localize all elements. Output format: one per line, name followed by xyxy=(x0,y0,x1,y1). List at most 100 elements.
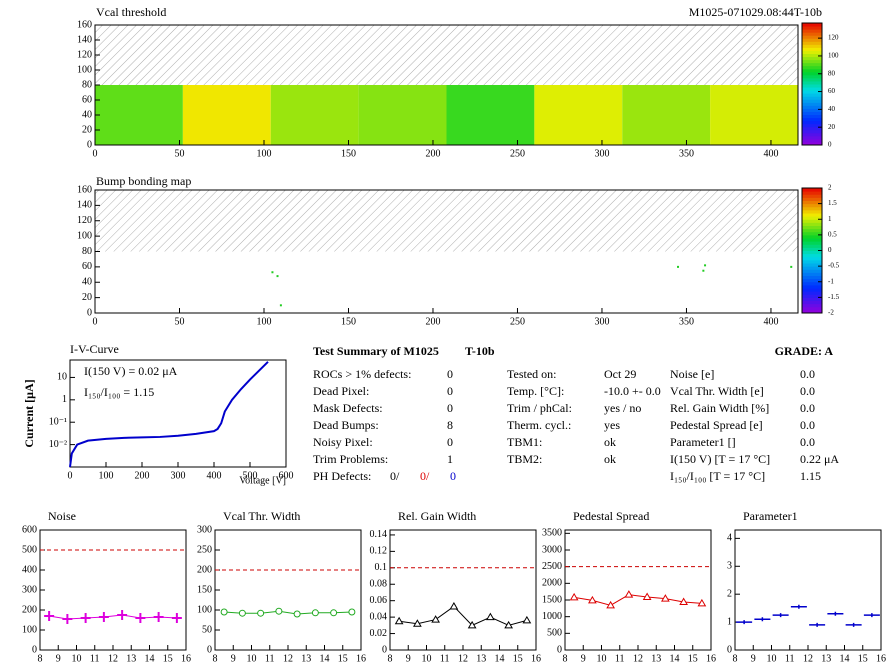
marker xyxy=(790,604,807,609)
marker xyxy=(827,611,844,616)
marker xyxy=(311,609,319,617)
x-tick-label: 400 xyxy=(763,316,778,327)
color-bar-step xyxy=(802,272,822,276)
color-bar-step xyxy=(802,300,822,305)
color-bar-step xyxy=(802,53,822,58)
plot-frame xyxy=(734,529,882,651)
x-tick-label: 200 xyxy=(135,470,150,481)
x-tick-label: 10 xyxy=(597,653,607,664)
row-value: 0.0 xyxy=(800,418,815,432)
y-tick-label: 300 xyxy=(197,524,212,535)
ph-value: 0 xyxy=(450,469,456,483)
marker xyxy=(588,595,597,604)
marker xyxy=(238,609,246,617)
z-tick-label: 0 xyxy=(828,141,832,149)
y-tick-label: 2500 xyxy=(542,561,562,572)
marker xyxy=(569,592,579,601)
x-tick-label: 16 xyxy=(356,653,366,664)
row-value: 0.0 xyxy=(800,384,815,398)
z-tick-label: 1 xyxy=(828,215,832,223)
color-bar-step xyxy=(802,250,822,255)
marker xyxy=(661,594,670,602)
x-tick-label: 12 xyxy=(283,653,293,664)
color-bar-step xyxy=(802,266,822,270)
summary-title: Test Summary of M1025 xyxy=(313,344,439,358)
chart-title: Bump bonding map xyxy=(96,174,191,188)
row-label: TBM2: xyxy=(507,452,542,466)
color-bar-step xyxy=(802,225,822,230)
color-bar-step xyxy=(802,105,822,109)
row-value: -10.0 +- 0.0 xyxy=(604,384,661,398)
y-tick-label: 10⁻² xyxy=(49,439,67,450)
x-tick-label: 14 xyxy=(670,653,680,664)
row-value: 0 xyxy=(447,435,453,449)
y-tick-label: 150 xyxy=(197,584,212,595)
heat-cell xyxy=(710,85,798,145)
marker xyxy=(80,613,91,623)
color-bar-step xyxy=(802,123,822,128)
bump-point xyxy=(790,265,793,268)
y-tick-label: 500 xyxy=(547,628,562,639)
color-bar-step xyxy=(802,309,822,314)
color-bar-step xyxy=(802,213,822,217)
y-tick-label: 3500 xyxy=(542,528,562,539)
annotation: I₁₅₀/I₁₀₀ = 1.15 xyxy=(84,385,154,399)
z-tick-label: 2 xyxy=(828,184,832,192)
grade: GRADE: A xyxy=(775,344,834,358)
y-tick-label: 200 xyxy=(22,604,37,615)
color-bar-step xyxy=(802,197,822,201)
x-tick-label: 9 xyxy=(581,653,586,664)
masked-region xyxy=(95,25,798,85)
x-tick-label: 12 xyxy=(803,653,813,664)
x-tick-label: 9 xyxy=(231,653,236,664)
x-tick-label: 200 xyxy=(425,148,440,159)
row-label: Mask Defects: xyxy=(313,401,383,415)
color-bar-step xyxy=(802,29,822,33)
marker xyxy=(348,608,356,616)
row-label: Noisy Pixel: xyxy=(313,435,373,449)
x-tick-label: 15 xyxy=(163,653,173,664)
marker xyxy=(606,600,615,609)
color-bar-step xyxy=(802,253,822,258)
color-bar-step xyxy=(802,99,822,103)
y-tick-label: 100 xyxy=(22,624,37,635)
x-tick-label: 250 xyxy=(510,148,525,159)
color-bar-step xyxy=(802,216,822,220)
marker xyxy=(624,590,634,598)
x-tick-label: 400 xyxy=(763,148,778,159)
row-label: Temp. [°C]: xyxy=(507,384,564,398)
marker xyxy=(809,622,826,627)
color-bar-step xyxy=(802,263,822,267)
row-value: Oct 29 xyxy=(604,367,636,381)
row-label: I(150 V) [T = 17 °C] xyxy=(670,452,770,466)
y-tick-label: 600 xyxy=(22,524,37,535)
color-bar-step xyxy=(802,191,822,195)
x-tick-label: 13 xyxy=(821,653,831,664)
x-tick-label: 16 xyxy=(181,653,191,664)
color-bar-step xyxy=(802,111,822,115)
color-bar-step xyxy=(802,209,822,214)
marker xyxy=(679,597,688,605)
y-tick-label: 120 xyxy=(77,215,92,226)
x-tick-label: 8 xyxy=(388,653,393,664)
row-label: Noise [e] xyxy=(670,367,714,381)
plot-frame xyxy=(94,189,799,314)
z-tick-label: 0 xyxy=(828,246,832,254)
chart-title: Noise xyxy=(48,509,76,523)
x-tick-label: 300 xyxy=(171,470,186,481)
color-bar-step xyxy=(802,132,822,137)
x-tick-label: 400 xyxy=(207,470,222,481)
x-tick-label: 11 xyxy=(440,653,450,664)
bump-point xyxy=(279,304,282,307)
y-tick-label: 10 xyxy=(57,372,67,383)
y-tick-label: 0 xyxy=(727,644,732,655)
color-bar-step xyxy=(802,90,822,94)
color-bar-step xyxy=(802,231,822,236)
y-tick-label: 40 xyxy=(82,277,92,288)
color-bar-step xyxy=(802,117,822,122)
marker xyxy=(754,617,771,622)
color-bar-step xyxy=(802,241,822,245)
x-tick-label: 9 xyxy=(751,653,756,664)
y-tick-label: 120 xyxy=(77,49,92,60)
x-tick-label: 15 xyxy=(338,653,348,664)
